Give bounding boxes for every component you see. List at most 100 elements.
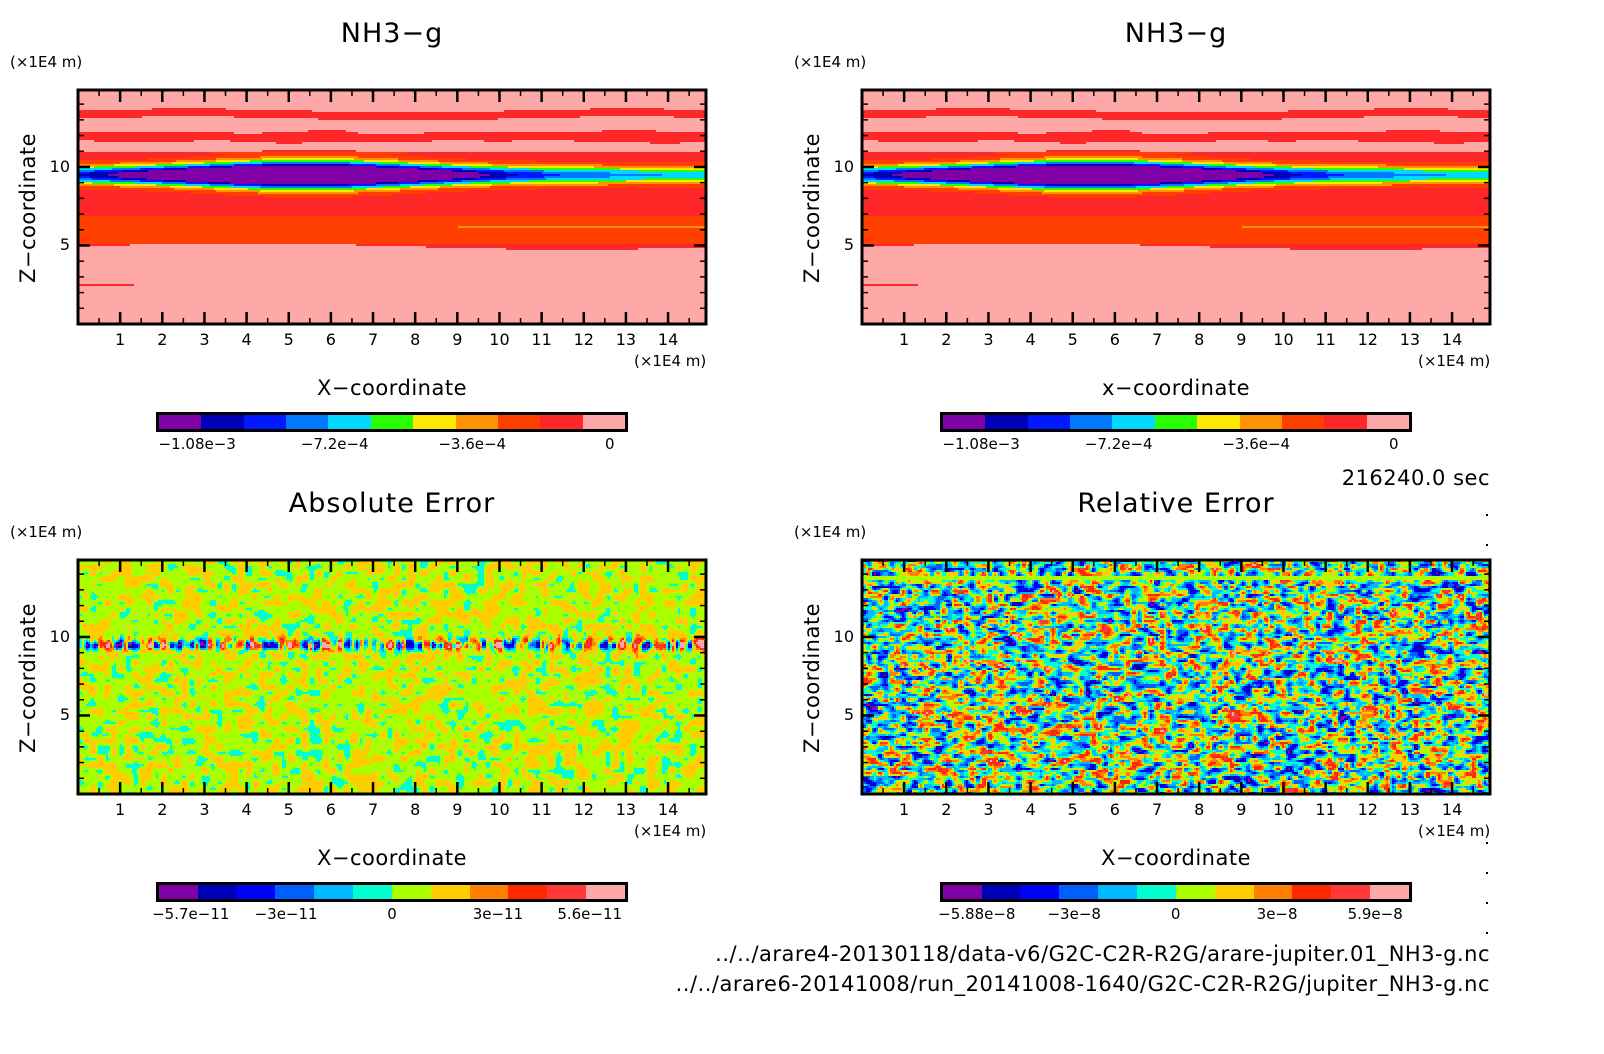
x-tick-label: 7 — [367, 800, 379, 819]
x-tick-label: 4 — [1025, 330, 1036, 349]
colorbar-tick-label: −7.2e−4 — [1084, 435, 1153, 453]
y-tick-label: 10 — [833, 626, 854, 646]
colorbar-swatch — [1175, 885, 1215, 899]
x-tick-label: 12 — [1357, 800, 1378, 819]
margin-dot — [1486, 932, 1488, 934]
x-tick-label: 3 — [199, 800, 210, 819]
chart-panel-top-right: NH3−g (×1E4 m) Z−coordinate 1 2 3 4 5 6 7 8 9 10 11 12… — [784, 0, 1568, 470]
x-tick-label: 6 — [325, 800, 336, 819]
chart-title: Relative Error — [1077, 488, 1275, 519]
colorbar-swatch — [508, 885, 548, 899]
chart-panel-bottom-left: Absolute Error (×1E4 m) Z−coordinate 1 2 3 4 5 6… — [0, 470, 784, 940]
heatmap-field — [862, 560, 1490, 794]
x-tick-label: 4 — [241, 800, 252, 819]
y-axis-label: Z−coordinate — [800, 603, 824, 753]
x-tick-label: 10 — [1273, 800, 1294, 819]
chart-panel-bottom-right: Relative Error (×1E4 m) Z−coordinate 1 2 3 4 5 6… — [784, 470, 1568, 940]
colorbar-swatch — [547, 885, 587, 899]
colorbar-swatch — [370, 415, 414, 429]
colorbar-tick-label: 0 — [1388, 435, 1399, 453]
x-tick-label: 12 — [573, 330, 594, 349]
x-tick-label: 10 — [489, 800, 510, 819]
x-tick-label: 13 — [615, 330, 637, 349]
x-tick-label: 8 — [1194, 330, 1205, 349]
x-tick-label: 9 — [452, 330, 463, 349]
colorbar-swatch — [1292, 885, 1332, 899]
colorbar-tick-label: 0 — [387, 905, 397, 923]
plot-frame — [76, 558, 708, 796]
colorbar-swatch — [540, 415, 583, 429]
colorbar-swatch — [582, 415, 625, 429]
x-tick-label: 11 — [531, 800, 552, 819]
x-tick-label: 8 — [1194, 800, 1205, 819]
y-tick-label: 5 — [843, 705, 854, 725]
chart-title: NH3−g — [1124, 18, 1228, 49]
colorbar-tick-label: −3.6e−4 — [438, 435, 507, 453]
x-tick-label: 11 — [1315, 800, 1336, 819]
colorbar-tick-label: 3e−8 — [1256, 905, 1298, 923]
colorbar-swatch — [236, 885, 276, 899]
x-axis-label: X−coordinate — [1101, 846, 1251, 870]
y-axis-unit: (×1E4 m) — [794, 53, 867, 71]
colorbar-swatch — [1027, 415, 1071, 429]
x-tick-label: 4 — [241, 330, 252, 349]
x-tick-label: 2 — [941, 800, 952, 819]
colorbar-swatch — [1324, 415, 1367, 429]
colorbar-swatch — [1070, 415, 1113, 429]
plot-border — [76, 558, 708, 796]
x-tick-label: 13 — [615, 800, 637, 819]
colorbar-swatch — [1253, 885, 1293, 899]
heatmap-field — [78, 560, 706, 794]
colorbar-tick-label: 5.6e−11 — [557, 905, 623, 923]
heatmap-field — [862, 90, 1490, 324]
colorbar-tick-label: 5.9e−8 — [1347, 905, 1403, 923]
colorbar-swatch — [497, 415, 541, 429]
x-tick-label: 8 — [410, 330, 421, 349]
colorbar-tick-label: −7.2e−4 — [300, 435, 369, 453]
x-tick-label: 5 — [1067, 330, 1078, 349]
colorbar-swatch — [275, 885, 315, 899]
x-tick-label: 2 — [157, 800, 168, 819]
x-axis-unit: (×1E4 m) — [634, 352, 707, 370]
heatmap-field — [78, 90, 706, 324]
margin-dot — [1486, 544, 1488, 546]
y-tick-label: 10 — [833, 156, 854, 176]
colorbar-swatch — [1239, 415, 1282, 429]
colorbar-tick-label: −3e−11 — [254, 905, 318, 923]
colorbar-swatch — [1214, 885, 1254, 899]
x-tick-label: 9 — [452, 800, 463, 819]
y-tick-label: 5 — [59, 235, 70, 255]
y-axis-label: Z−coordinate — [16, 603, 40, 753]
y-axis-unit: (×1E4 m) — [794, 523, 867, 541]
x-tick-label: 1 — [115, 800, 126, 819]
x-tick-label: 13 — [1399, 800, 1421, 819]
chart-title: Absolute Error — [288, 488, 496, 519]
x-tick-label: 12 — [573, 800, 594, 819]
x-tick-label: 13 — [1399, 330, 1421, 349]
colorbar-swatch — [391, 885, 431, 899]
colorbar-swatch — [1098, 885, 1138, 899]
x-tick-label: 9 — [1236, 800, 1247, 819]
colorbar-swatch — [1197, 415, 1240, 429]
colorbar — [156, 882, 628, 902]
colorbar-swatch — [469, 885, 509, 899]
colorbar-swatch — [1020, 885, 1060, 899]
colorbar-tick-label: −1.08e−3 — [942, 435, 1020, 453]
y-axis-label: Z−coordinate — [800, 133, 824, 283]
x-tick-label: 10 — [489, 330, 510, 349]
x-tick-label: 7 — [1151, 800, 1163, 819]
colorbar-swatch — [328, 415, 371, 429]
x-tick-label: 7 — [367, 330, 379, 349]
colorbar-swatch — [455, 415, 498, 429]
colorbar-swatch — [159, 885, 198, 899]
colorbar-swatch — [286, 415, 329, 429]
x-axis-label: X−coordinate — [317, 846, 467, 870]
margin-dot — [1486, 902, 1488, 904]
y-axis-unit: (×1E4 m) — [10, 523, 83, 541]
colorbar-tick-label: −1.08e−3 — [158, 435, 236, 453]
source-file-1: ../../arare4-20130118/data-v6/G2C-C2R-R2… — [715, 942, 1490, 966]
colorbar-swatch — [1331, 885, 1371, 899]
colorbar-swatch — [1059, 885, 1099, 899]
colorbar-tick-label: 0 — [1170, 905, 1181, 923]
x-tick-label: 14 — [1441, 800, 1463, 819]
